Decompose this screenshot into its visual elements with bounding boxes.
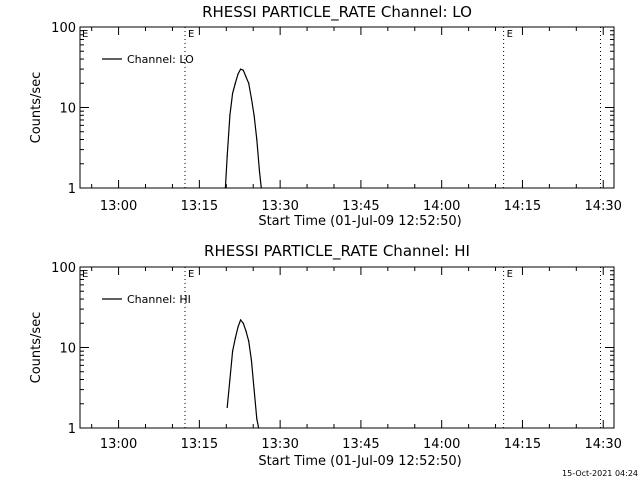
generation-timestamp: 15-Oct-2021 04:24 xyxy=(562,469,638,478)
x-tick-label: 13:30 xyxy=(261,437,298,452)
data-point xyxy=(237,326,239,328)
data-point xyxy=(250,97,253,99)
chart-title: RHESSI PARTICLE_RATE Channel: LO xyxy=(202,3,472,22)
data-point xyxy=(256,418,258,420)
data-point xyxy=(253,114,255,116)
data-point xyxy=(260,187,262,189)
event-marker-label: E xyxy=(507,269,513,280)
data-point xyxy=(234,337,236,339)
data-point xyxy=(242,322,244,324)
x-tick-label: 13:15 xyxy=(181,199,218,214)
x-tick-label: 14:30 xyxy=(584,437,621,452)
y-tick-label: 1 xyxy=(68,182,76,197)
edge-marker-label: E xyxy=(82,29,88,40)
panel-hi-channel: RHESSI PARTICLE_RATE Channel: HI 13:00 13:… xyxy=(29,242,622,469)
event-marker-label: E xyxy=(188,269,194,280)
edge-marker-label: E xyxy=(82,269,88,280)
plot-frame xyxy=(79,26,615,189)
legend-label: Channel: HI xyxy=(127,293,191,306)
data-point xyxy=(240,319,242,321)
data-point xyxy=(256,138,258,141)
y-tick-label: 100 xyxy=(51,261,76,276)
x-tick-label: 14:15 xyxy=(504,437,541,452)
data-point xyxy=(257,427,260,429)
data-point xyxy=(234,82,236,84)
x-tick-label: 14:15 xyxy=(504,199,541,214)
x-tick-label: 13:00 xyxy=(100,199,137,214)
data-point xyxy=(242,69,244,71)
data-point xyxy=(226,155,228,157)
data-point xyxy=(248,340,250,342)
data-point xyxy=(258,170,261,173)
data-point xyxy=(245,330,247,332)
legend-label: Channel: LO xyxy=(127,53,194,66)
data-point xyxy=(250,359,253,361)
x-axis-label: Start Time (01-Jul-09 12:52:50) xyxy=(258,454,461,469)
x-tick-label: 14:30 xyxy=(584,199,621,214)
data-point xyxy=(240,68,242,70)
x-tick-label: 14:00 xyxy=(423,199,460,214)
y-tick-label: 1 xyxy=(68,422,76,437)
data-point xyxy=(224,187,226,189)
x-tick-label: 14:00 xyxy=(423,437,460,452)
plot-frame xyxy=(79,266,615,429)
data-point xyxy=(248,82,250,84)
series-line xyxy=(226,318,260,429)
data-point xyxy=(253,388,255,391)
event-marker-label: E xyxy=(188,29,194,40)
data-point xyxy=(226,406,228,409)
data-point xyxy=(231,350,234,352)
x-tick-label: 13:45 xyxy=(342,199,379,214)
x-tick-label: 13:00 xyxy=(100,437,137,452)
y-axis-label: Counts/sec xyxy=(29,312,44,384)
x-tick-label: 13:15 xyxy=(181,437,218,452)
y-tick-label: 10 xyxy=(59,102,76,117)
data-point xyxy=(245,76,247,78)
data-point xyxy=(231,92,234,94)
panel-lo-channel: RHESSI PARTICLE_RATE Channel: LO 13:00 13:… xyxy=(29,3,622,229)
y-tick-label: 100 xyxy=(51,21,76,36)
data-point xyxy=(229,114,231,116)
y-tick-label: 10 xyxy=(59,342,76,357)
chart-title: RHESSI PARTICLE_RATE Channel: HI xyxy=(204,242,470,261)
event-marker-label: E xyxy=(507,29,513,40)
data-point xyxy=(229,378,231,381)
x-tick-label: 13:45 xyxy=(342,437,379,452)
y-axis-label: Counts/sec xyxy=(29,72,44,144)
x-axis-label: Start Time (01-Jul-09 12:52:50) xyxy=(258,214,461,229)
x-tick-label: 13:30 xyxy=(261,199,298,214)
data-point xyxy=(237,73,239,75)
series-line xyxy=(224,68,262,189)
